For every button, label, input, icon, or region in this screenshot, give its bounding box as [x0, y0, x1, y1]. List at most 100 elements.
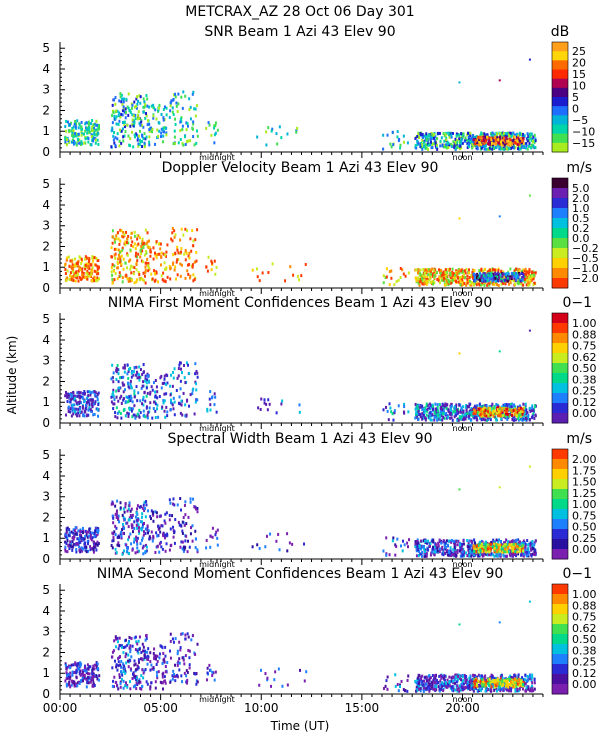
echo-cell	[205, 546, 208, 550]
echo-cell	[531, 544, 534, 548]
echo-cell	[429, 272, 432, 276]
echo-cell	[422, 413, 425, 417]
echo-cell	[449, 416, 452, 420]
echo-cell	[85, 128, 88, 132]
echo-cell	[81, 267, 84, 271]
echo-cell	[69, 271, 72, 275]
echo-cell	[196, 510, 199, 514]
echo-cell	[135, 511, 138, 515]
echo-cell	[177, 251, 180, 255]
echo-cell	[414, 402, 417, 406]
echo-cell	[121, 381, 124, 385]
echo-cell	[135, 370, 138, 374]
echo-cell	[214, 124, 217, 128]
echo-cell	[394, 553, 397, 557]
echo-cell	[527, 413, 530, 417]
echo-cell	[154, 253, 157, 257]
echo-cell	[455, 269, 458, 273]
echo-cell	[177, 102, 180, 106]
echo-cell	[143, 241, 146, 245]
echo-cell	[428, 268, 431, 272]
echo-cell	[495, 538, 498, 542]
echo-cell	[126, 411, 129, 415]
colorbar-label: 0.75	[572, 340, 597, 353]
echo-cell	[504, 407, 507, 411]
echo-cell	[181, 547, 184, 551]
echo-cell	[488, 283, 491, 287]
echo-cell	[130, 407, 133, 411]
echo-cell	[116, 231, 119, 235]
echo-cell	[474, 409, 477, 413]
echo-cell	[491, 406, 494, 410]
echo-cell	[114, 252, 117, 256]
echo-cell	[163, 261, 166, 265]
echo-cell	[480, 138, 483, 142]
echo-cell	[452, 548, 455, 552]
echo-cell	[451, 412, 454, 416]
echo-cell	[518, 138, 521, 142]
echo-cell	[92, 126, 95, 130]
x-tick-label: 00:00	[43, 701, 78, 715]
echo-cell	[91, 255, 94, 259]
echo-cell	[90, 143, 93, 147]
echo-cell	[446, 549, 449, 553]
echo-cell	[89, 122, 92, 126]
echo-cell	[95, 256, 98, 260]
echo-cell	[474, 278, 477, 282]
colorbar-swatch	[552, 313, 568, 324]
echo-cell	[118, 128, 121, 132]
echo-cell	[95, 548, 98, 552]
echo-cell	[440, 547, 443, 551]
echo-cell	[130, 396, 133, 400]
echo-cell	[93, 275, 96, 279]
echo-cell	[130, 106, 133, 110]
echo-cell	[151, 388, 154, 392]
colorbar-frame	[551, 41, 569, 153]
colorbar-swatch	[552, 218, 568, 229]
echo-cell	[117, 122, 120, 126]
echo-cell	[473, 416, 476, 420]
echo-cell	[451, 273, 454, 277]
echo-cell	[496, 136, 499, 140]
echo-cell	[171, 514, 174, 518]
echo-cell	[134, 551, 137, 555]
echo-cell	[530, 554, 533, 558]
echo-cell	[124, 502, 127, 506]
echo-cell	[418, 274, 421, 278]
echo-cell	[519, 279, 522, 283]
echo-cell	[479, 279, 482, 283]
echo-cell	[468, 283, 471, 287]
echo-cell	[117, 253, 120, 257]
echo-cell	[506, 272, 509, 276]
echo-cell	[185, 140, 188, 144]
echo-cell	[140, 527, 143, 531]
echo-cell	[163, 399, 166, 403]
echo-cell	[471, 407, 474, 411]
echo-cell	[512, 418, 515, 422]
echo-cell	[421, 545, 424, 549]
echo-cell	[470, 141, 473, 145]
echo-cell	[267, 126, 270, 130]
echo-cell	[277, 532, 280, 536]
echo-cell	[514, 418, 517, 422]
y-tick-label: 2	[42, 510, 50, 524]
echo-cell	[127, 385, 130, 389]
echo-cell	[469, 134, 472, 138]
echo-cell	[184, 381, 187, 385]
echo-cell	[429, 418, 432, 422]
echo-cell	[397, 404, 400, 408]
colorbar-label: 1.0	[572, 202, 590, 215]
echo-cell	[136, 518, 139, 522]
echo-cell	[186, 229, 189, 233]
echo-cell	[166, 410, 169, 414]
echo-cell	[146, 528, 149, 532]
echo-cell	[473, 283, 476, 287]
echo-cell	[161, 140, 164, 144]
echo-cell	[423, 144, 426, 148]
echo-cell	[496, 141, 499, 145]
echo-cell	[148, 135, 151, 139]
echo-cell	[93, 129, 96, 133]
echo-cell	[72, 135, 75, 139]
echo-cell	[135, 263, 138, 267]
echo-cell	[123, 363, 126, 367]
